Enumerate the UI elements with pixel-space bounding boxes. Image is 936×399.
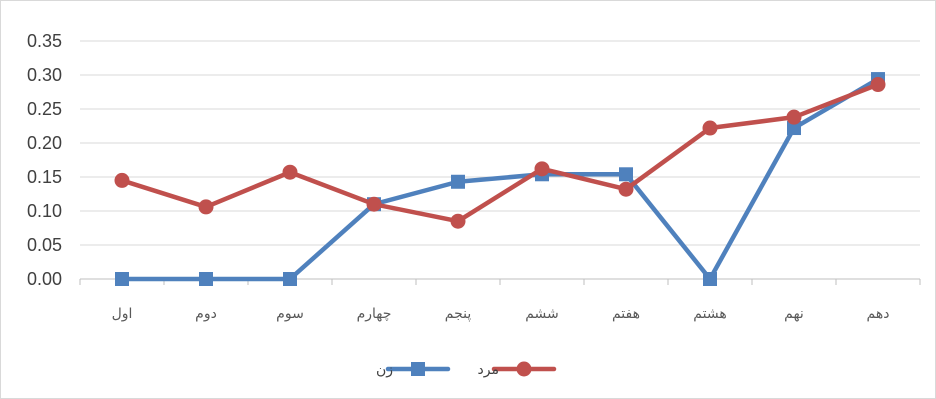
x-tick-label: پنجم <box>445 306 472 322</box>
y-tick-label: 0.00 <box>27 269 62 289</box>
y-tick-label: 0.10 <box>27 201 62 221</box>
y-tick-label: 0.05 <box>27 235 62 255</box>
x-tick-label: سوم <box>276 306 304 322</box>
data-point <box>282 164 298 180</box>
data-point <box>199 272 213 286</box>
data-point <box>703 272 717 286</box>
y-tick-label: 0.25 <box>27 99 62 119</box>
legend-marker <box>411 362 425 376</box>
y-tick-label: 0.20 <box>27 133 62 153</box>
data-point <box>450 213 466 229</box>
x-tick-label: هشتم <box>693 306 726 322</box>
data-point <box>534 161 550 177</box>
data-point <box>787 121 801 136</box>
x-tick-label: اول <box>112 306 133 322</box>
legend-label: زن <box>376 362 393 378</box>
y-tick-label: 0.15 <box>27 167 62 187</box>
gridlines <box>80 40 920 280</box>
x-tick-label: نهم <box>784 306 804 322</box>
legend-marker <box>516 361 532 377</box>
legend: زن مرد <box>376 361 557 378</box>
series-line-0 <box>119 76 881 282</box>
series-lines <box>114 72 886 286</box>
series-line-1 <box>119 82 881 224</box>
data-point <box>198 199 214 215</box>
data-point <box>451 174 465 189</box>
x-tick-label: دوم <box>195 306 217 322</box>
y-tick-label: 0.30 <box>27 65 62 85</box>
data-point <box>366 196 382 212</box>
data-point <box>619 167 633 182</box>
data-point <box>283 272 297 286</box>
data-point <box>114 172 130 188</box>
x-tick-label: هفتم <box>612 306 640 322</box>
data-point <box>870 77 886 93</box>
x-tick-label: دهم <box>867 306 890 322</box>
data-point <box>786 109 802 125</box>
y-tick-label: 0.35 <box>27 31 62 51</box>
y-axis-ticks: 0.00 0.05 0.10 0.15 0.20 0.25 0.30 0.35 <box>27 31 62 289</box>
data-point <box>618 181 634 197</box>
data-point <box>702 120 718 136</box>
legend-label: مرد <box>478 362 499 378</box>
x-tick-label: چهارم <box>357 306 392 322</box>
x-tick-label: ششم <box>525 306 559 322</box>
x-axis-ticks: اول دوم سوم چهارم پنجم ششم هفتم هشتم نهم دهم <box>79 279 921 322</box>
data-point <box>115 272 129 286</box>
